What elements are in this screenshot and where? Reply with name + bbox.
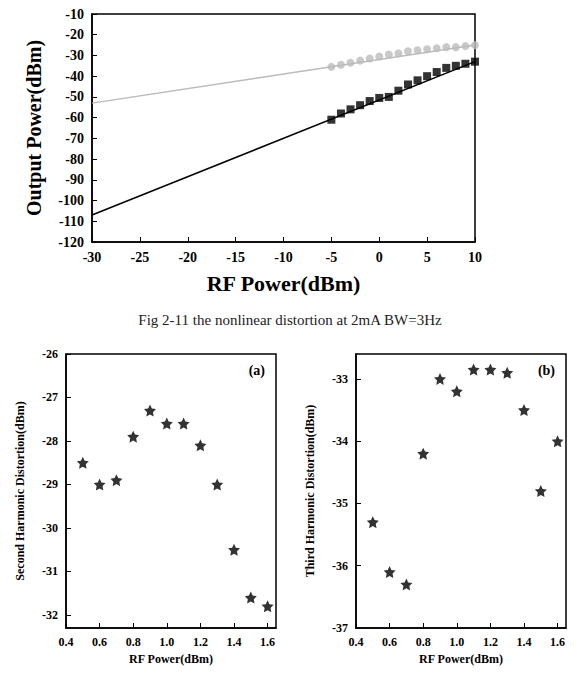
svg-text:-20: -20 <box>65 27 84 42</box>
svg-text:-10: -10 <box>274 250 293 265</box>
svg-text:1.0: 1.0 <box>159 635 174 649</box>
svg-text:1.6: 1.6 <box>260 635 275 649</box>
svg-text:-36: -36 <box>332 559 348 573</box>
svg-text:-20: -20 <box>178 250 197 265</box>
svg-text:-40: -40 <box>65 69 84 84</box>
svg-text:0.4: 0.4 <box>59 635 74 649</box>
svg-text:-30: -30 <box>83 250 102 265</box>
svg-text:1.6: 1.6 <box>550 635 565 649</box>
svg-text:1.4: 1.4 <box>227 635 242 649</box>
svg-text:-30: -30 <box>65 48 84 63</box>
svg-text:0.6: 0.6 <box>92 635 107 649</box>
svg-text:-15: -15 <box>226 250 245 265</box>
svg-text:-90: -90 <box>65 172 84 187</box>
svg-text:-5: -5 <box>326 250 338 265</box>
svg-text:-120: -120 <box>58 235 84 250</box>
svg-text:-34: -34 <box>332 434 348 448</box>
svg-text:(b): (b) <box>538 363 555 379</box>
svg-text:0: 0 <box>376 250 383 265</box>
svg-text:-35: -35 <box>332 496 348 510</box>
svg-text:-70: -70 <box>65 131 84 146</box>
svg-text:-31: -31 <box>42 564 58 578</box>
svg-text:0.8: 0.8 <box>126 635 141 649</box>
svg-text:Second Harmonic Distortion(dBm: Second Harmonic Distortion(dBm) <box>13 401 27 580</box>
svg-text:RF Power(dBm): RF Power(dBm) <box>129 652 213 666</box>
svg-text:-25: -25 <box>131 250 150 265</box>
svg-text:1.4: 1.4 <box>517 635 532 649</box>
html-text:Fig 2-11 the nonlinear distort: Fig 2-11 the nonlinear distortion at 2mA… <box>138 312 442 328</box>
svg-text:10: 10 <box>468 250 482 265</box>
svg-text:Output Power(dBm): Output Power(dBm) <box>23 40 46 216</box>
svg-text:-110: -110 <box>59 214 84 229</box>
svg-text:1.0: 1.0 <box>449 635 464 649</box>
svg-text:0.8: 0.8 <box>416 635 431 649</box>
svg-text:-10: -10 <box>65 7 84 22</box>
svg-text:-37: -37 <box>332 621 348 635</box>
svg-text:-60: -60 <box>65 110 84 125</box>
svg-text:-28: -28 <box>42 434 58 448</box>
svg-text:-27: -27 <box>42 390 58 404</box>
svg-text:-32: -32 <box>42 608 58 622</box>
svg-text:-33: -33 <box>332 372 348 386</box>
svg-text:1.2: 1.2 <box>193 635 208 649</box>
svg-text:-100: -100 <box>58 193 84 208</box>
svg-text:5: 5 <box>424 250 431 265</box>
svg-text:0.4: 0.4 <box>349 635 364 649</box>
svg-text:-26: -26 <box>42 347 58 361</box>
svg-text:-29: -29 <box>42 477 58 491</box>
svg-text:RF Power(dBm): RF Power(dBm) <box>207 271 361 296</box>
svg-text:RF Power(dBm): RF Power(dBm) <box>419 652 503 666</box>
svg-text:-80: -80 <box>65 152 84 167</box>
svg-text:-50: -50 <box>65 89 84 104</box>
svg-text:-30: -30 <box>42 521 58 535</box>
svg-text:(a): (a) <box>249 363 266 379</box>
svg-text:1.2: 1.2 <box>483 635 498 649</box>
svg-text:Third Harmonic Distortion(dBm): Third Harmonic Distortion(dBm) <box>303 405 317 578</box>
svg-text:0.6: 0.6 <box>382 635 397 649</box>
